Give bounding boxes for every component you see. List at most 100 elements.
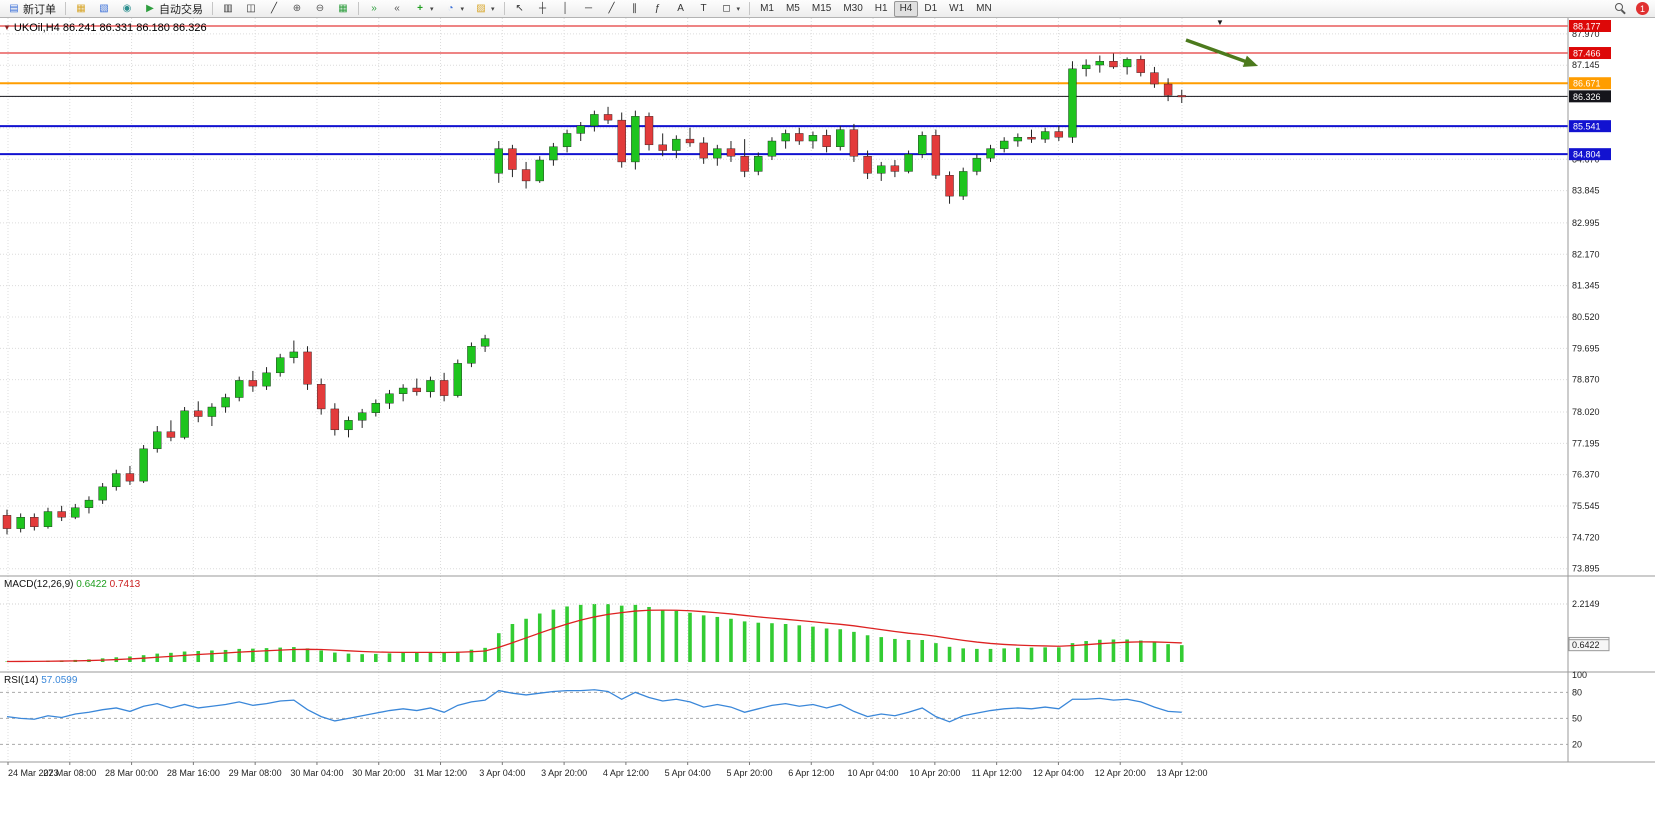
trend-arrow-annotation[interactable]: [1185, 38, 1252, 65]
price-axis[interactable]: 87.97087.14586.32085.49584.67083.84582.9…: [1568, 20, 1611, 749]
candle: [576, 125, 585, 134]
auto-scroll-icon: »: [371, 2, 377, 14]
channel-tool-button[interactable]: ∥: [624, 0, 646, 18]
cursor-icon: ↖: [515, 2, 524, 14]
tile-windows-button[interactable]: ▦: [332, 0, 354, 18]
fibonacci-tool-button[interactable]: ƒ: [647, 0, 669, 18]
shapes-tool-button[interactable]: ◻ ▾: [716, 0, 746, 18]
candle: [849, 129, 859, 157]
toolbar-separator: [65, 2, 66, 15]
chart-canvas[interactable]: 87.97087.14586.32085.49584.67083.84582.9…: [0, 18, 1655, 824]
candle: [535, 159, 544, 182]
zoom-out-button[interactable]: ⊖: [309, 0, 331, 18]
chart-shift-button[interactable]: «: [386, 0, 408, 18]
svg-text:83.845: 83.845: [1572, 186, 1600, 196]
candle: [931, 135, 941, 176]
svg-text:75.545: 75.545: [1572, 501, 1600, 511]
candle: [672, 138, 681, 151]
candle: [767, 140, 777, 157]
candle: [207, 406, 217, 417]
candle: [289, 351, 299, 358]
candle: [1095, 61, 1105, 66]
vertical-line-tool-button[interactable]: │: [555, 0, 577, 18]
timeframe-button-m1[interactable]: M1: [760, 2, 774, 14]
svg-text:73.895: 73.895: [1572, 564, 1600, 574]
search-button[interactable]: [1609, 0, 1632, 18]
label-icon: T: [700, 2, 707, 14]
new-order-button[interactable]: ▤ 新订单: [3, 0, 61, 18]
timeframe-button-w1[interactable]: W1: [949, 2, 965, 14]
candle: [754, 156, 763, 172]
notification-badge[interactable]: 1: [1636, 2, 1649, 15]
candle: [890, 165, 900, 172]
zoom-out-icon: ⊖: [315, 2, 325, 14]
trendline-tool-button[interactable]: ╱: [601, 0, 623, 18]
chart-area[interactable]: 87.97087.14586.32085.49584.67083.84582.9…: [0, 18, 1655, 824]
svg-text:3 Apr 04:00: 3 Apr 04:00: [479, 768, 525, 778]
candle: [808, 135, 818, 142]
candle: [71, 507, 80, 518]
chart-shift-marker-icon[interactable]: ▼: [1216, 18, 1224, 27]
horizontal-line-tool-button[interactable]: ─: [578, 0, 600, 18]
auto-scroll-button[interactable]: »: [363, 0, 385, 18]
crosshair-tool-button[interactable]: ┼: [532, 0, 554, 18]
market-watch-button[interactable]: ◉: [116, 0, 138, 18]
candle: [1177, 95, 1186, 98]
timeframe-button-m30[interactable]: M30: [843, 2, 863, 14]
price-tag: [1569, 20, 1611, 32]
candle: [221, 397, 230, 408]
svg-text:50: 50: [1572, 713, 1582, 723]
candle: [426, 380, 435, 393]
candle: [371, 403, 381, 413]
macd-histogram: [5, 603, 1184, 662]
candle: [644, 116, 654, 146]
text-tool-button[interactable]: A: [670, 0, 692, 18]
timeframe-button-m5[interactable]: M5: [785, 2, 800, 14]
svg-text:13 Apr 12:00: 13 Apr 12:00: [1156, 768, 1207, 778]
windows-button[interactable]: ▦: [70, 0, 92, 18]
label-tool-button[interactable]: T: [693, 0, 715, 18]
candle: [1136, 59, 1145, 73]
line-chart-button[interactable]: ╱: [263, 0, 285, 18]
navigator-button[interactable]: ▧: [93, 0, 115, 18]
candle: [316, 384, 326, 410]
candle: [822, 135, 831, 147]
candle: [918, 135, 927, 155]
timeframe-button-mn[interactable]: MN: [976, 2, 992, 14]
level-lines[interactable]: [0, 25, 1568, 156]
cursor-tool-button[interactable]: ↖: [509, 0, 531, 18]
candle: [1109, 61, 1118, 68]
candle: [57, 511, 66, 518]
timeframe-button-m15[interactable]: M15: [811, 2, 832, 14]
candle: [1081, 64, 1091, 70]
svg-text:82.995: 82.995: [1572, 218, 1600, 228]
candle: [166, 431, 176, 438]
new-order-label: 新订单: [23, 3, 56, 16]
toolbar-separator: [503, 2, 505, 15]
autotrading-button[interactable]: ▶ 自动交易: [139, 0, 208, 18]
one-click-trading-toggle[interactable]: ▼: [3, 23, 11, 32]
svg-text:10 Apr 04:00: 10 Apr 04:00: [848, 768, 899, 778]
bar-chart-button[interactable]: ▥: [217, 0, 239, 18]
svg-text:86.671: 86.671: [1573, 79, 1601, 89]
indicators-button[interactable]: + ▾: [409, 0, 439, 18]
svg-text:77.195: 77.195: [1572, 438, 1600, 448]
timeframe-button-d1[interactable]: D1: [924, 2, 938, 14]
candle: [617, 119, 626, 163]
periods-button[interactable]: ◔ ▾: [440, 0, 470, 18]
template-button[interactable]: ▨ ▾: [470, 0, 500, 18]
candle: [1054, 131, 1064, 138]
candle: [480, 338, 490, 347]
candlestick-chart-button[interactable]: ◫: [240, 0, 262, 18]
timeframe-button-h1[interactable]: H1: [874, 2, 888, 14]
timeframe-button-h4[interactable]: H4: [893, 0, 919, 17]
svg-text:31 Mar 12:00: 31 Mar 12:00: [414, 768, 467, 778]
zoom-in-button[interactable]: ⊕: [286, 0, 308, 18]
candle: [180, 410, 189, 438]
autotrading-icon: ▶: [146, 2, 154, 14]
main-toolbar: ▤ 新订单 ▦ ▧ ◉ ▶ 自动交易 ▥ ◫ ╱ ⊕ ⊖ ▦ » « + ▾ ◔ ▾…: [0, 0, 1655, 18]
bar-chart-icon: ▥: [223, 2, 233, 14]
candlesticks: [2, 53, 1186, 535]
price-tag: [1569, 47, 1611, 60]
